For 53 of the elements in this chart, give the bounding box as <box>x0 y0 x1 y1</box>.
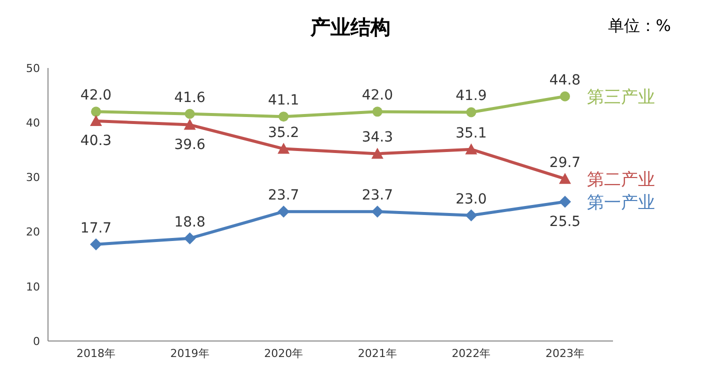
point <box>372 106 382 117</box>
point <box>278 112 289 122</box>
chart-title: 产业结构 <box>310 15 390 39</box>
x-tick-label: 2019年 <box>170 346 210 360</box>
point <box>559 196 571 208</box>
y-tick-label: 40 <box>26 116 40 130</box>
x-tick-label: 2020年 <box>264 346 304 360</box>
data-label: 34.3 <box>362 130 393 146</box>
data-label: 23.7 <box>362 188 393 204</box>
data-label: 25.5 <box>549 214 581 230</box>
text: 单位：% <box>608 16 671 37</box>
point <box>278 142 290 154</box>
point <box>184 108 195 119</box>
point <box>90 238 102 250</box>
point <box>560 91 570 102</box>
data-label: 18.8 <box>174 214 206 230</box>
data-label: 42.0 <box>362 88 393 104</box>
series-label: 第三产业 <box>587 87 655 108</box>
data-label: 41.1 <box>268 92 300 109</box>
point <box>559 172 571 184</box>
data-label: 41.9 <box>456 88 487 104</box>
data-label: 39.6 <box>174 136 206 153</box>
y-tick-label: 0 <box>33 334 40 348</box>
data-label: 23.7 <box>268 188 300 204</box>
point <box>466 107 476 118</box>
data-label: 40.3 <box>80 132 112 149</box>
y-tick-label: 20 <box>26 226 40 239</box>
data-label: 35.1 <box>456 125 487 142</box>
series-label: 第二产业 <box>587 170 655 190</box>
x-tick-label: 2023年 <box>546 346 584 360</box>
y-tick-label: 50 <box>26 62 40 75</box>
data-label: 17.7 <box>80 220 112 236</box>
point <box>90 114 102 126</box>
data-label: 41.6 <box>174 90 206 106</box>
point <box>371 148 384 159</box>
point <box>184 118 196 130</box>
x-tick-label: 2022年 <box>452 346 491 360</box>
x-tick-label: 2018年 <box>76 346 116 360</box>
point <box>371 206 384 218</box>
data-label: 44.8 <box>549 72 581 88</box>
data-label: 29.7 <box>549 154 581 171</box>
series-label: 第一产业 <box>587 192 655 213</box>
x-tick-label: 2021年 <box>358 346 397 360</box>
data-label: 42.0 <box>80 88 112 104</box>
point <box>465 209 478 222</box>
y-tick-label: 10 <box>26 280 40 294</box>
point <box>184 232 196 244</box>
data-label: 35.2 <box>268 124 300 141</box>
point <box>278 206 290 218</box>
y-tick-label: 30 <box>26 171 40 184</box>
data-label: 23.0 <box>456 191 487 208</box>
point <box>91 106 101 117</box>
point <box>465 143 478 154</box>
